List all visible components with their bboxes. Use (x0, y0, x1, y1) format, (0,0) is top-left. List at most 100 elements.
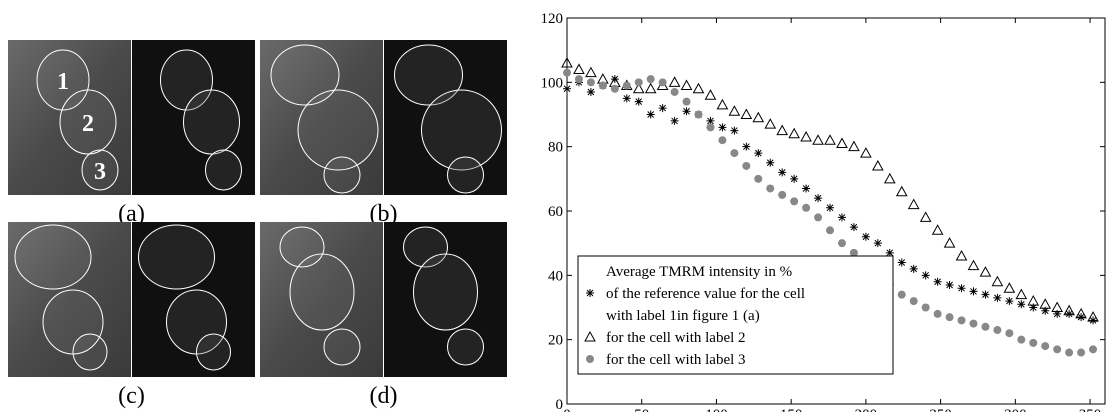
circle-marker (766, 184, 775, 193)
star-marker (706, 116, 715, 125)
circle-marker (563, 68, 571, 77)
cell-outline (196, 333, 231, 371)
triangle-marker (919, 211, 932, 222)
circle-marker (742, 161, 751, 170)
triangle-marker (931, 224, 944, 235)
circle-marker (1077, 348, 1086, 357)
circle-marker (814, 213, 823, 222)
star-marker (622, 94, 631, 103)
star-marker (1077, 313, 1086, 322)
star-marker (849, 223, 858, 232)
cell-number: 1 (57, 69, 69, 95)
cell-outline (183, 89, 240, 155)
triangle-marker (680, 79, 693, 91)
panel-label: (d) (370, 383, 398, 409)
y-tick-label: 0 (556, 397, 564, 412)
circle-marker (837, 239, 846, 248)
triangle-marker (800, 130, 812, 142)
star-marker (754, 149, 763, 158)
y-tick-label: 40 (548, 268, 563, 284)
triangle-marker (692, 82, 705, 94)
fluorescence-image (131, 40, 255, 195)
circle-marker (598, 81, 607, 90)
star-marker (826, 203, 835, 212)
circle-marker (1053, 345, 1062, 354)
star-marker (1041, 306, 1050, 315)
dic-image (260, 222, 384, 377)
triangle-marker (764, 118, 777, 129)
circle-marker (969, 319, 978, 328)
cell-outline (138, 224, 215, 290)
legend-box (577, 255, 894, 375)
star-marker (945, 280, 954, 289)
triangle-marker (1027, 295, 1040, 306)
circle-marker (586, 78, 595, 87)
triangle-marker (883, 172, 896, 184)
triangle-marker (871, 159, 884, 171)
x-tick-label: 150 (780, 407, 803, 412)
x-tick-label: 100 (705, 407, 728, 412)
image-panel: (c) (8, 222, 255, 409)
star-marker (981, 290, 990, 299)
dic-image (260, 40, 384, 195)
triangle-marker (573, 63, 585, 74)
triangle-marker (644, 82, 657, 94)
x-tick-label: 50 (634, 407, 649, 412)
legend-label: of the reference value for the cell (606, 286, 805, 302)
star-marker (563, 84, 571, 93)
cell-outline (421, 89, 502, 171)
star-marker (933, 277, 942, 286)
legend-label: for the cell with label 3 (606, 352, 746, 368)
star-marker (1017, 300, 1026, 309)
triangle-marker (561, 57, 573, 68)
circle-marker (670, 87, 679, 96)
circle-marker (646, 75, 655, 84)
circle-marker (694, 110, 703, 119)
circle-marker (802, 203, 811, 212)
triangle-marker (907, 198, 920, 210)
star-marker (837, 213, 846, 222)
star-marker (814, 194, 823, 203)
circle-marker (1089, 345, 1098, 354)
cell-outline (403, 226, 448, 268)
image-panel: (d) (260, 222, 507, 409)
triangle-marker (991, 275, 1004, 287)
fluorescence-image (131, 222, 255, 377)
star-marker (586, 87, 595, 96)
circle-marker (622, 81, 631, 90)
star-marker (718, 123, 727, 132)
x-tick-label: 0 (563, 407, 571, 412)
triangle-marker (704, 89, 717, 100)
star-marker (802, 184, 811, 193)
star-marker (1065, 309, 1074, 318)
triangle-marker (955, 250, 968, 261)
triangle-marker (895, 185, 908, 197)
star-marker (993, 293, 1002, 302)
triangle-marker (1087, 311, 1099, 322)
cell-outline (323, 156, 361, 194)
triangle-marker (1075, 307, 1087, 319)
circle-marker (933, 309, 942, 318)
triangle-marker (728, 105, 741, 116)
star-marker (969, 287, 978, 296)
cell-outline (447, 328, 484, 366)
cell-outline (205, 149, 242, 191)
legend-marker (584, 330, 596, 342)
star-marker (861, 232, 870, 241)
legend-label: for the cell with label 2 (606, 330, 746, 346)
dic-image (8, 40, 132, 195)
circle-marker (754, 174, 763, 183)
circle-marker (574, 75, 583, 84)
circle-marker (730, 149, 739, 158)
cell-outline (447, 156, 484, 194)
triangle-marker (752, 111, 765, 123)
cell-outline (279, 226, 325, 268)
triangle-marker (776, 124, 789, 136)
triangle-marker (716, 98, 729, 110)
panel-label: (c) (118, 383, 145, 409)
cell-number: 3 (94, 159, 106, 185)
triangle-marker (967, 259, 980, 271)
triangle-marker (788, 127, 801, 139)
triangle-marker (668, 76, 681, 87)
image-panel: (b) (260, 40, 507, 227)
